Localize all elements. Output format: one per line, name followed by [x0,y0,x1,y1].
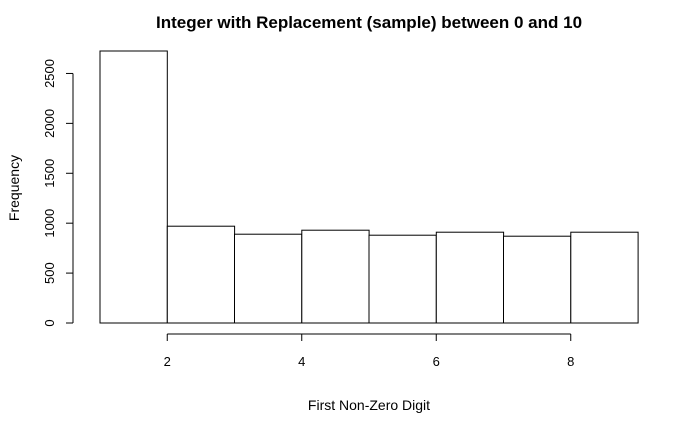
chart-title: Integer with Replacement (sample) betwee… [156,13,582,32]
histogram-bar-1 [99,50,168,324]
x-axis-label: First Non-Zero Digit [308,397,430,413]
y-axis-label: Frequency [6,155,22,221]
histogram-bar-3 [234,233,303,324]
x-tick-label: 8 [567,354,574,369]
y-tick-label: 1500 [42,159,57,188]
histogram-bar-6 [435,231,505,324]
y-axis: 0 500 1000 1500 2000 2500 [42,59,74,327]
histogram-bar-7 [503,235,572,324]
y-tick-label: 2000 [42,109,57,138]
histogram-bar-4 [301,229,370,324]
y-tick-label: 500 [42,262,57,284]
y-tick-label: 2500 [42,59,57,88]
histogram-bar-5 [368,234,437,324]
histogram-bars [99,50,639,324]
y-tick-label: 0 [42,319,57,326]
x-axis: 2 4 6 8 [164,333,574,369]
histogram-bar-2 [166,225,236,324]
x-tick-label: 4 [298,354,305,369]
x-tick-label: 2 [164,354,171,369]
histogram-bar-8 [570,231,639,324]
x-tick-label: 6 [433,354,440,369]
y-tick-label: 1000 [42,209,57,238]
